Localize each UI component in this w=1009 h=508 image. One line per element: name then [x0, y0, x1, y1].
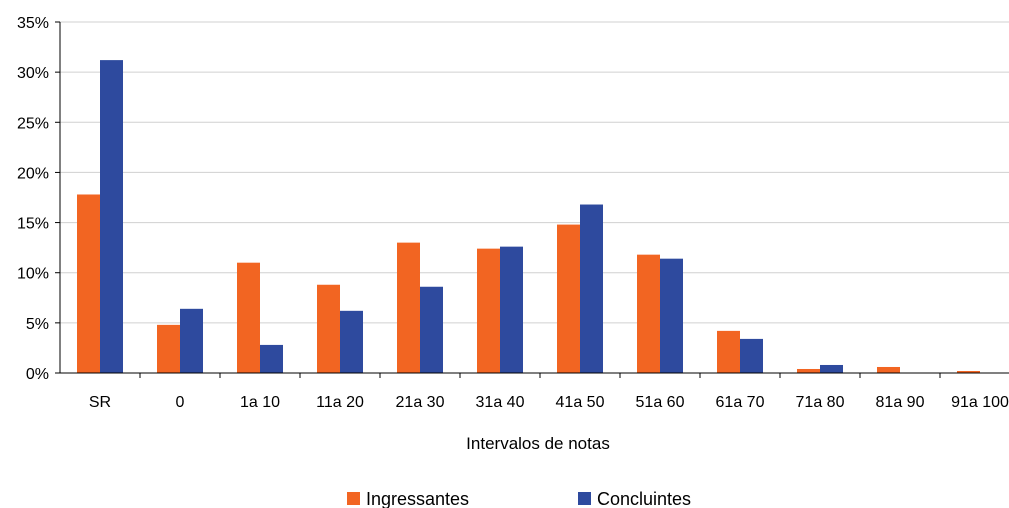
bar-ingressantes	[557, 224, 580, 373]
bar-ingressantes	[397, 242, 420, 373]
x-tick-label: 51a 60	[636, 394, 685, 411]
y-tick-label: 0%	[26, 366, 49, 383]
bar-concluintes	[260, 344, 283, 373]
legend: Ingressantes Concluintes	[347, 489, 691, 508]
axes	[55, 21, 1009, 378]
legend-swatch-ingressantes	[347, 492, 360, 505]
bars	[77, 60, 980, 373]
x-tick-label: 0	[176, 394, 185, 411]
bar-ingressantes	[477, 248, 500, 373]
gridlines	[60, 21, 1009, 324]
legend-label-ingressantes: Ingressantes	[366, 489, 469, 508]
bar-ingressantes	[717, 330, 740, 373]
bar-ingressantes	[77, 194, 100, 373]
x-tick-label: 61a 70	[716, 394, 765, 411]
bar-concluintes	[820, 364, 843, 373]
bar-concluintes	[660, 258, 683, 373]
bar-concluintes	[420, 286, 443, 373]
bar-ingressantes	[637, 254, 660, 373]
bar-concluintes	[740, 338, 763, 373]
x-tick-label: 1a 10	[240, 394, 280, 411]
bar-ingressantes	[957, 370, 980, 373]
x-tick-label: 21a 30	[396, 394, 445, 411]
legend-swatch-concluintes	[578, 492, 591, 505]
bar-ingressantes	[877, 366, 900, 373]
bar-concluintes	[340, 310, 363, 373]
y-tick-label: 20%	[17, 165, 49, 182]
x-tick-label: 11a 20	[316, 394, 364, 411]
y-tick-label: 5%	[26, 316, 49, 333]
y-tick-label: 30%	[17, 65, 49, 82]
bar-concluintes	[580, 204, 603, 373]
legend-label-concluintes: Concluintes	[597, 489, 691, 508]
y-tick-label: 10%	[17, 266, 49, 283]
bar-concluintes	[180, 308, 203, 373]
bar-ingressantes	[797, 368, 820, 373]
x-tick-label: 31a 40	[476, 394, 525, 411]
y-tick-label: 35%	[17, 15, 49, 32]
bar-concluintes	[500, 246, 523, 373]
x-tick-label: 41a 50	[556, 394, 605, 411]
bar-ingressantes	[237, 262, 260, 373]
x-tick-label: 91a 100	[951, 394, 1009, 411]
tick-labels: 0% 5% 10% 15% 20% 25% 30% 35% SR 0 1a 10 11a 20 21a …	[17, 15, 1009, 411]
x-axis-title: Intervalos de notas	[466, 434, 610, 453]
bar-concluintes	[100, 60, 123, 373]
y-tick-label: 15%	[17, 216, 49, 233]
x-tick-label: 81a 90	[876, 394, 925, 411]
y-tick-label: 25%	[17, 115, 49, 132]
x-tick-label: SR	[89, 394, 111, 411]
x-tick-label: 71a 80	[796, 394, 845, 411]
bar-ingressantes	[317, 284, 340, 373]
bar-ingressantes	[157, 324, 180, 373]
